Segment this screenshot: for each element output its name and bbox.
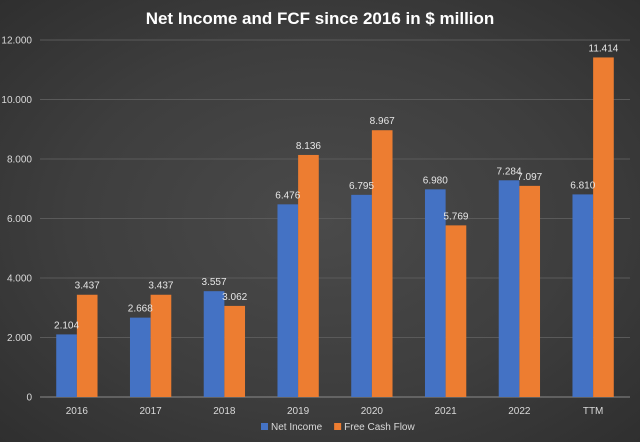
data-label: 5.769 (443, 211, 468, 222)
fcf-bar (519, 185, 541, 397)
y-tick-label: 4.000 (7, 274, 32, 285)
x-tick-label: 2020 (361, 406, 384, 417)
data-label: 6.476 (275, 190, 300, 201)
legend-label: Net Income (271, 422, 323, 433)
data-label: 7.284 (497, 166, 522, 177)
fcf-bar (76, 294, 98, 397)
net-income-bar (277, 204, 299, 397)
data-label: 11.414 (589, 43, 619, 54)
data-labels: 2.104 3.437 2.668 3.437 3.557 3.062 6.476 8.136… (54, 43, 619, 331)
grid (40, 39, 630, 398)
fcf-bar (150, 294, 172, 397)
data-label: 7.097 (517, 172, 542, 183)
legend-label: Free Cash Flow (344, 422, 415, 433)
legend-swatch-fcf (334, 423, 342, 430)
data-label: 3.437 (75, 281, 100, 292)
data-label: 6.980 (423, 175, 448, 186)
fcf-bar (298, 154, 319, 397)
x-tick-label: 2019 (287, 406, 310, 417)
data-label: 6.810 (570, 180, 595, 191)
y-tick-label: 0 (26, 393, 32, 404)
data-label: 3.557 (202, 277, 227, 288)
x-tick-label: TTM (583, 406, 604, 417)
y-tick-label: 8.000 (7, 155, 32, 166)
bars (56, 57, 614, 397)
x-tick-label: 2021 (435, 406, 458, 417)
x-axis: 2016 2017 2018 2019 2020 2021 2022 TTM (66, 406, 604, 417)
net-income-bar (203, 291, 225, 397)
data-label: 8.967 (370, 116, 395, 127)
net-income-bar (351, 194, 372, 397)
fcf-bar (224, 305, 246, 397)
y-tick-label: 2.000 (7, 333, 32, 344)
net-income-bar (572, 194, 594, 397)
fcf-bar (445, 225, 467, 397)
y-tick-label: 12.000 (1, 36, 32, 47)
y-tick-label: 6.000 (7, 214, 32, 225)
net-income-bar (56, 334, 77, 397)
fcf-bar (593, 57, 614, 397)
data-label: 8.136 (296, 141, 321, 152)
data-label: 3.062 (222, 292, 247, 303)
legend: Net Income Free Cash Flow (261, 422, 415, 433)
y-tick-label: 10.000 (1, 95, 32, 106)
x-tick-label: 2017 (140, 406, 163, 417)
data-label: 2.104 (54, 320, 79, 331)
y-axis: 0 2.000 4.000 6.000 8.000 10.000 12.000 (1, 36, 32, 404)
net-income-bar (498, 180, 520, 397)
fcf-bar (371, 130, 393, 397)
net-income-bar (129, 317, 151, 397)
data-label: 3.437 (148, 281, 173, 292)
legend-swatch-net-income (261, 423, 268, 430)
chart-title: Net Income and FCF since 2016 in $ milli… (146, 9, 495, 28)
data-label: 2.668 (128, 304, 153, 315)
data-label: 6.795 (349, 181, 374, 192)
x-tick-label: 2016 (66, 406, 89, 417)
x-tick-label: 2018 (213, 406, 236, 417)
net-income-bar (424, 189, 446, 397)
x-tick-label: 2022 (508, 406, 531, 417)
